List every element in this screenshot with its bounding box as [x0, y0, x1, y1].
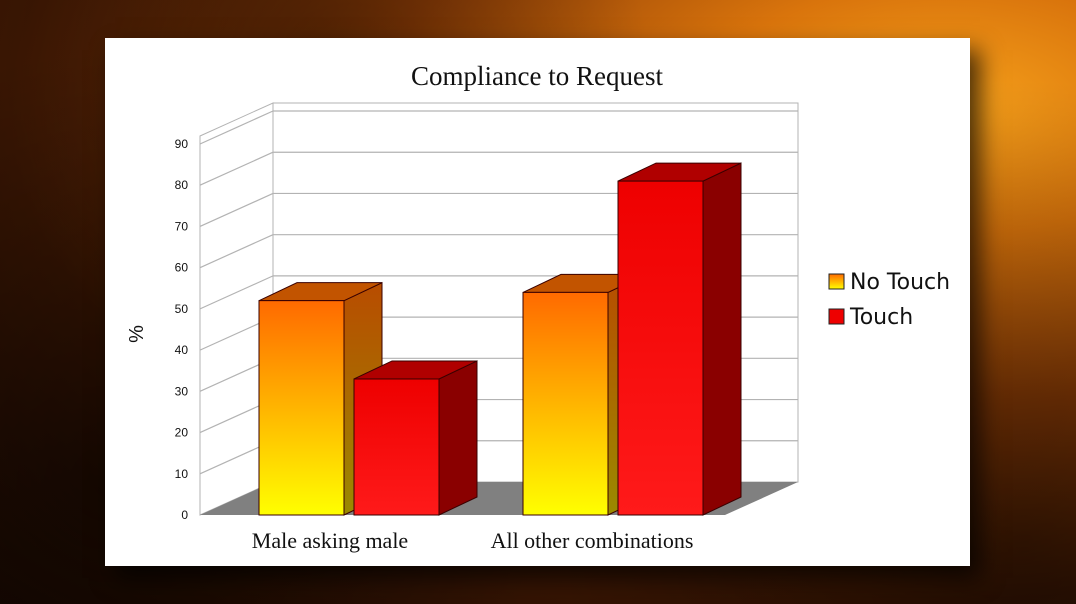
gridline-side	[199, 192, 274, 227]
legend: No Touch Touch	[828, 270, 950, 330]
legend-label: No Touch	[850, 270, 950, 295]
gridline-side	[199, 275, 274, 310]
y-tick-label: 30	[175, 384, 189, 398]
legend-label: Touch	[849, 305, 913, 330]
y-tick-label: 60	[175, 261, 189, 275]
y-tick-label: 10	[175, 467, 189, 481]
bar-touch-1	[617, 162, 742, 516]
bars	[258, 162, 742, 516]
bar-chart: Compliance to Request 0 10 20 30 40 50 60 70 80 9…	[126, 61, 950, 553]
y-tick-label: 80	[175, 178, 189, 192]
bar-touch-0	[353, 360, 478, 516]
gridline-side	[199, 234, 274, 269]
y-tick-label: 90	[175, 137, 189, 151]
y-tick-label: 40	[175, 343, 189, 357]
legend-swatch	[828, 273, 845, 290]
y-axis-ticks: 0 10 20 30 40 50 60 70 80 90	[175, 137, 189, 522]
chart-card: Compliance to Request 0 10 20 30 40 50 60 70 80 9…	[105, 38, 970, 566]
chart-title: Compliance to Request	[411, 61, 663, 91]
y-tick-label: 20	[175, 426, 189, 440]
y-tick-label: 0	[181, 508, 188, 522]
legend-swatch	[828, 308, 845, 325]
gridline-side	[199, 110, 274, 145]
x-category-label: Male asking male	[252, 528, 408, 553]
y-tick-label: 50	[175, 302, 189, 316]
gridline-side	[199, 151, 274, 186]
x-axis-categories: Male asking male All other combinations	[252, 528, 694, 553]
y-tick-label: 70	[175, 219, 189, 233]
y-axis-label: %	[126, 325, 148, 343]
x-category-label: All other combinations	[491, 528, 694, 553]
